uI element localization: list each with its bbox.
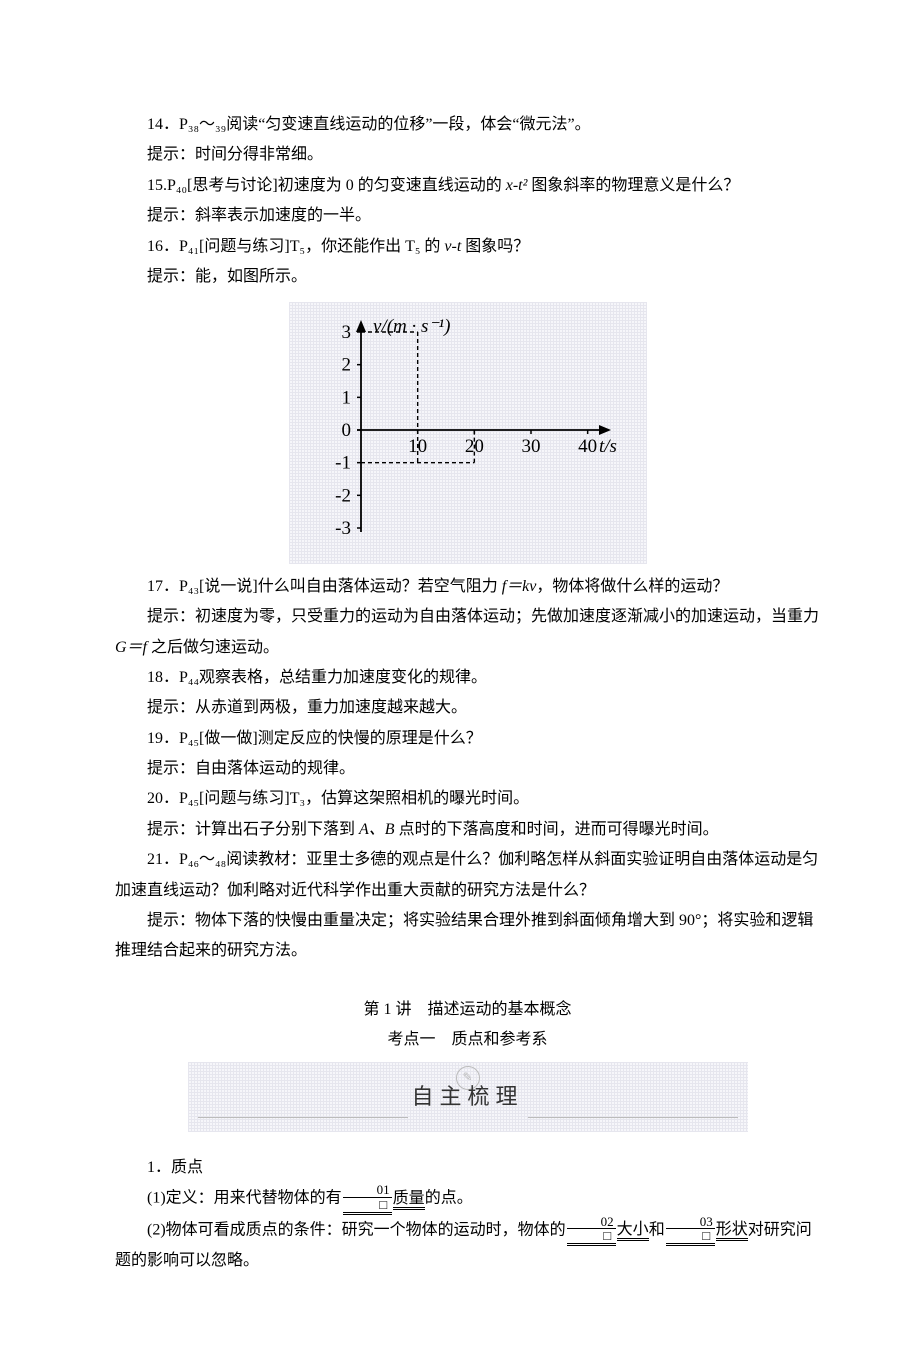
item-14-hint: 提示：时间分得非常细。 <box>115 140 820 170</box>
text: 图象吗？ <box>461 238 529 255</box>
text: 提示：初速度为零，只受重力的运动为自由落体运动；先做加速度逐渐减小的加速运动，当… <box>147 608 819 625</box>
text: 16．P₄₁[问题与练习]T₅，你还能作出 T₅ 的 <box>147 238 444 255</box>
eq-gf: G＝f <box>115 639 147 656</box>
blank-03-word: 形状 <box>716 1221 748 1241</box>
svg-text:30: 30 <box>521 436 540 457</box>
text: 15.P₄₀[思考与讨论]初速度为 0 的匀变速直线运动的 <box>147 177 506 194</box>
svg-text:3: 3 <box>341 322 351 343</box>
lecture-title: 第 1 讲 描述运动的基本概念 <box>115 995 820 1025</box>
svg-text:40: 40 <box>578 436 597 457</box>
item-19-hint: 提示：自由落体运动的规律。 <box>115 754 820 784</box>
eq-fkv: f＝kv <box>502 578 537 595</box>
item-19: 19．P₄₅[做一做]测定反应的快慢的原理是什么？ <box>115 724 820 754</box>
text: 和 <box>649 1221 665 1238</box>
text: (2)物体可看成质点的条件：研究一个物体的运动时，物体的 <box>147 1221 566 1238</box>
item-15: 15.P₄₀[思考与讨论]初速度为 0 的匀变速直线运动的 x-t² 图象斜率的… <box>115 171 820 201</box>
svg-text:-2: -2 <box>335 486 351 507</box>
item-20: 20．P₄₅[问题与练习]T₃，估算这架照相机的曝光时间。 <box>115 784 820 814</box>
item-20-hint: 提示：计算出石子分别下落到 A、B 点时的下落高度和时间，进而可得曝光时间。 <box>115 815 820 845</box>
blank-02: 02□ <box>567 1215 616 1246</box>
review-band-label: 自主梳理 <box>411 1076 523 1118</box>
text: 点时的下落高度和时间，进而可得曝光时间。 <box>395 821 719 838</box>
blank-01-word: 质量 <box>393 1190 425 1210</box>
item-18: 18．P₄₄观察表格，总结重力加速度变化的规律。 <box>115 663 820 693</box>
svg-text:-1: -1 <box>335 453 351 474</box>
kaodian-title: 考点一 质点和参考系 <box>115 1025 820 1055</box>
item-16-hint: 提示：能，如图所示。 <box>115 262 820 292</box>
item-17: 17．P₄₃[说一说]什么叫自由落体运动？若空气阻力 f＝kv，物体将做什么样的… <box>115 572 820 602</box>
svg-text:1: 1 <box>341 388 351 409</box>
var-vt: v-t <box>444 238 461 255</box>
var-xt2: x-t² <box>506 177 528 194</box>
svg-text:0: 0 <box>341 420 351 441</box>
review-band: ✎ 自主梳理 <box>115 1062 820 1143</box>
text: 17．P₄₃[说一说]什么叫自由落体运动？若空气阻力 <box>147 578 502 595</box>
item-15-hint: 提示：斜率表示加速度的一半。 <box>115 201 820 231</box>
q1-def1: (1)定义：用来代替物体的有01□质量的点。 <box>115 1183 820 1214</box>
item-17-hint: 提示：初速度为零，只受重力的运动为自由落体运动；先做加速度逐渐减小的加速运动，当… <box>115 602 820 663</box>
blank-01: 01□ <box>343 1183 392 1214</box>
item-21: 21．P₄₆～₄₈阅读教材：亚里士多德的观点是什么？伽利略怎样从斜面实验证明自由… <box>115 845 820 906</box>
review-band-bg: ✎ 自主梳理 <box>188 1062 748 1132</box>
q1-def2: (2)物体可看成质点的条件：研究一个物体的运动时，物体的02□大小和03□形状对… <box>115 1215 820 1277</box>
item-18-hint: 提示：从赤道到两极，重力加速度越来越大。 <box>115 693 820 723</box>
svg-text:2: 2 <box>341 355 351 376</box>
blank-03: 03□ <box>666 1215 715 1246</box>
band-line-right <box>528 1117 738 1118</box>
item-16: 16．P₄₁[问题与练习]T₅，你还能作出 T₅ 的 v-t 图象吗？ <box>115 232 820 262</box>
q1-head: 1．质点 <box>115 1153 820 1183</box>
svg-text:v/(m · s⁻¹): v/(m · s⁻¹) <box>373 316 450 337</box>
text: 之后做匀速运动。 <box>147 639 279 656</box>
vt-chart-svg: 3210-1-2-310203040v/(m · s⁻¹)t/s <box>299 312 629 542</box>
blank-02-word: 大小 <box>617 1221 649 1241</box>
text: 图象斜率的物理意义是什么？ <box>527 177 739 194</box>
item-21-hint: 提示：物体下落的快慢由重量决定；将实验结果合理外推到斜面倾角增大到 90°；将实… <box>115 906 820 967</box>
vt-chart: 3210-1-2-310203040v/(m · s⁻¹)t/s <box>115 302 820 563</box>
var-ab: A、B <box>359 821 395 838</box>
band-line-left <box>198 1117 408 1118</box>
svg-text:-3: -3 <box>335 518 351 539</box>
text: 的点。 <box>425 1190 473 1207</box>
item-14: 14．P₃₈～₃₉阅读“匀变速直线运动的位移”一段，体会“微元法”。 <box>115 110 820 140</box>
svg-text:t/s: t/s <box>599 436 617 457</box>
text: (1)定义：用来代替物体的有 <box>147 1190 342 1207</box>
text: 提示：计算出石子分别下落到 <box>147 821 359 838</box>
text: ，物体将做什么样的运动？ <box>536 578 728 595</box>
chart-bg: 3210-1-2-310203040v/(m · s⁻¹)t/s <box>289 302 647 563</box>
